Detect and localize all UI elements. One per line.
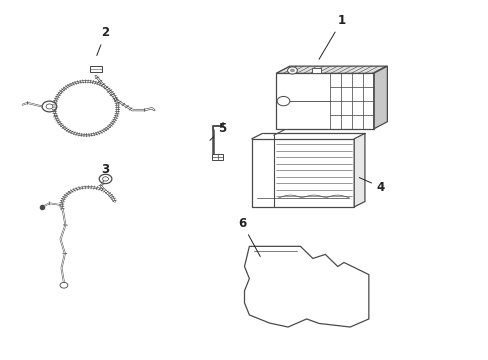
Circle shape xyxy=(46,104,53,109)
Text: 1: 1 xyxy=(318,14,346,59)
Text: 6: 6 xyxy=(238,216,260,256)
Bar xyxy=(276,73,373,129)
Text: 2: 2 xyxy=(97,27,109,55)
Polygon shape xyxy=(373,66,386,129)
Bar xyxy=(311,68,320,73)
Polygon shape xyxy=(244,246,368,327)
Text: 5: 5 xyxy=(209,122,226,140)
Circle shape xyxy=(42,101,57,112)
Text: 3: 3 xyxy=(102,163,109,182)
Bar xyxy=(211,154,222,160)
Bar xyxy=(90,66,102,72)
Polygon shape xyxy=(276,66,386,73)
Polygon shape xyxy=(353,134,364,207)
Circle shape xyxy=(60,282,68,288)
Circle shape xyxy=(102,177,108,181)
Circle shape xyxy=(289,69,294,72)
Circle shape xyxy=(277,96,289,106)
Circle shape xyxy=(99,174,112,184)
Circle shape xyxy=(287,67,297,74)
Text: 4: 4 xyxy=(359,177,385,194)
